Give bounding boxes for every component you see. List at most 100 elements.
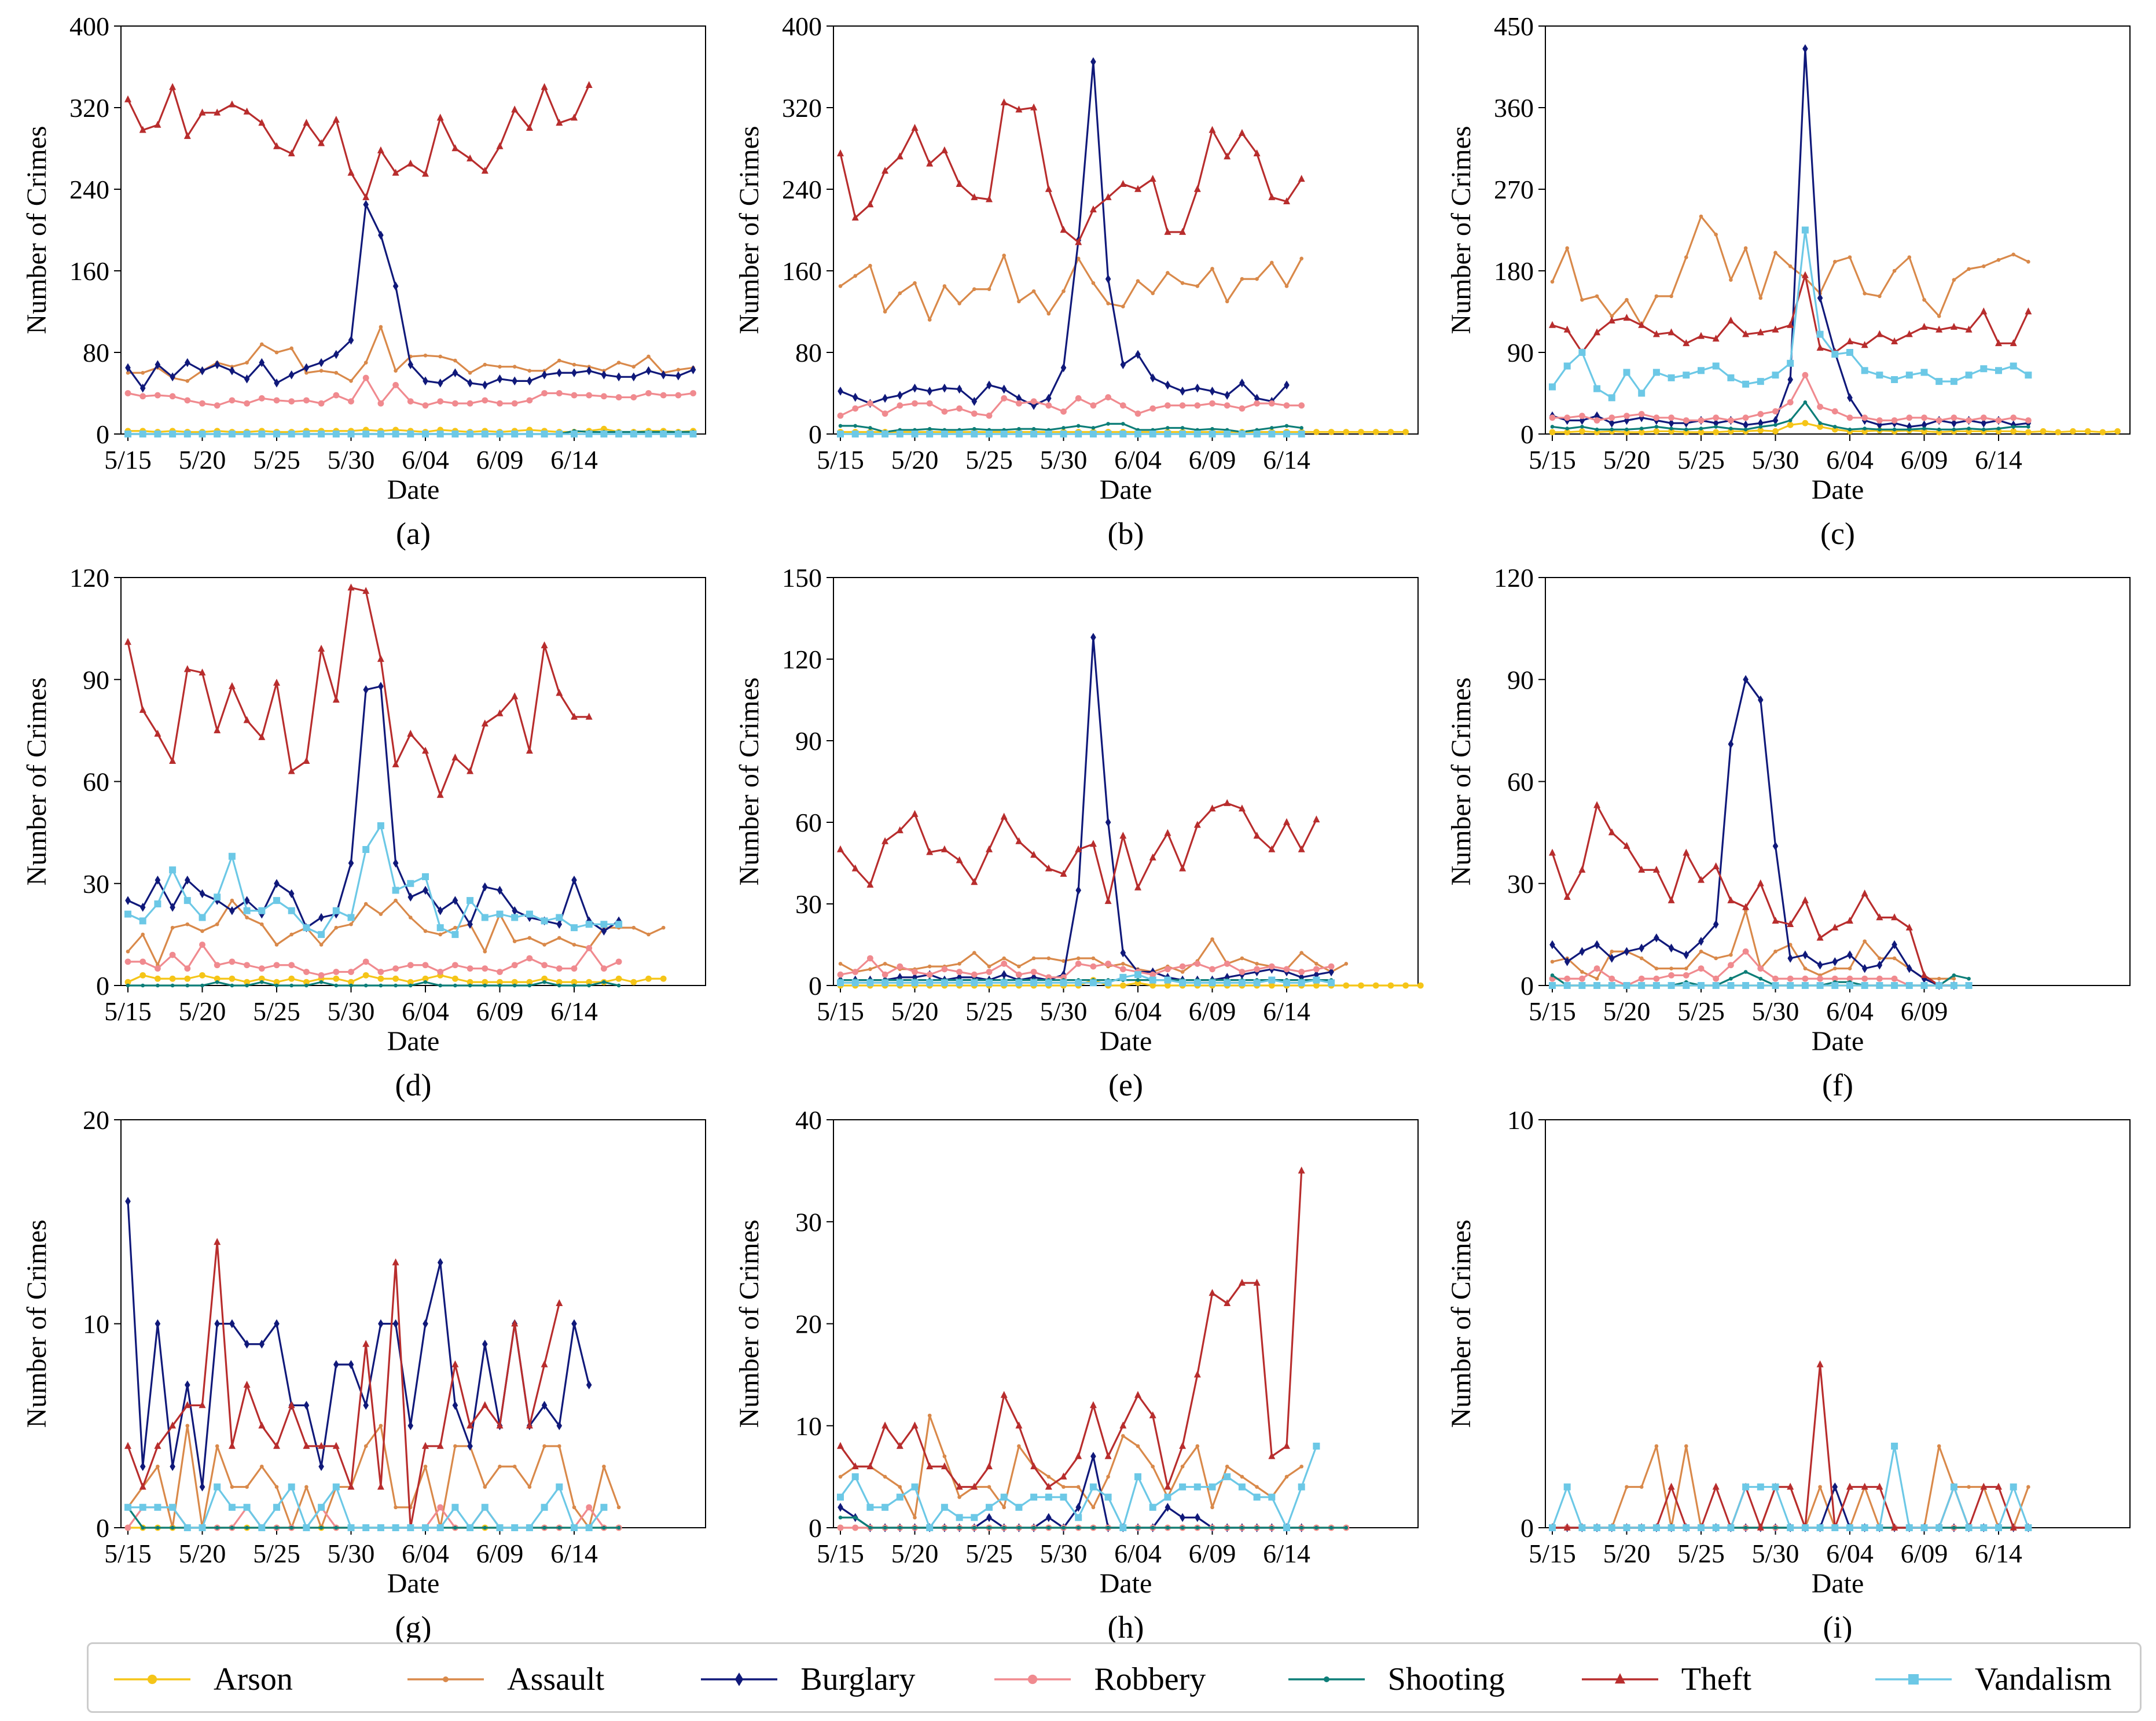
data-point-robbery	[362, 958, 369, 965]
data-point-robbery	[1549, 414, 1556, 421]
data-point-arson	[1802, 420, 1809, 426]
data-point-burglary	[274, 878, 280, 888]
data-point-burglary	[1639, 943, 1644, 953]
data-point-theft	[1179, 227, 1187, 235]
data-point-vandalism	[956, 1514, 963, 1521]
data-point-arson	[1343, 429, 1350, 435]
data-point-theft	[1000, 1391, 1008, 1398]
data-point-theft	[392, 1258, 399, 1266]
data-point-theft	[243, 716, 251, 723]
data-point-vandalism	[1030, 431, 1038, 437]
data-point-vandalism	[1876, 372, 1883, 379]
data-point-arson	[1564, 429, 1571, 436]
data-point-vandalism	[851, 1473, 859, 1480]
data-point-burglary	[318, 1462, 324, 1472]
data-point-burglary	[1195, 383, 1200, 393]
data-point-vandalism	[436, 924, 444, 932]
x-tick-label: 5/15	[817, 1539, 864, 1568]
data-point-burglary	[1579, 947, 1585, 957]
data-point-vandalism	[1965, 1524, 1973, 1531]
data-point-arson	[452, 975, 458, 982]
data-point-vandalism	[392, 887, 399, 894]
data-point-arson	[169, 975, 176, 982]
data-point-robbery	[1090, 963, 1097, 970]
data-point-theft	[1861, 889, 1868, 897]
data-point-assault	[1270, 260, 1274, 265]
data-point-vandalism	[303, 924, 310, 932]
data-point-shooting	[542, 980, 546, 984]
data-point-robbery	[556, 965, 563, 972]
data-point-burglary	[467, 920, 473, 929]
series-line-theft	[127, 587, 589, 796]
data-point-assault	[647, 932, 651, 937]
data-point-arson	[2099, 429, 2106, 436]
series-shooting	[126, 980, 621, 988]
data-point-shooting	[616, 1525, 621, 1530]
data-point-vandalism	[1179, 979, 1187, 987]
data-point-vandalism	[1950, 982, 1957, 989]
series-line-theft	[1552, 274, 2029, 354]
data-point-robbery	[1713, 975, 1720, 982]
y-tick-label: 120	[69, 563, 109, 593]
data-point-vandalism	[1891, 1443, 1898, 1450]
data-point-burglary	[1713, 920, 1719, 929]
data-point-assault	[379, 912, 383, 916]
data-point-theft	[154, 120, 161, 128]
data-point-arson	[2055, 429, 2062, 436]
data-point-vandalism	[926, 431, 934, 437]
data-point-burglary	[1668, 418, 1674, 428]
data-point-shooting	[1166, 1525, 1170, 1530]
y-axis-label: Number of Crimes	[734, 126, 765, 334]
data-point-shooting	[1002, 1525, 1006, 1530]
data-point-vandalism	[1015, 431, 1023, 437]
data-point-vandalism	[1638, 1524, 1646, 1531]
data-point-vandalism	[541, 917, 548, 925]
data-point-theft	[228, 1441, 236, 1449]
data-point-robbery	[1016, 400, 1022, 407]
data-point-vandalism	[630, 431, 637, 437]
series-robbery	[837, 955, 1335, 981]
data-point-assault	[913, 1516, 917, 1520]
data-point-assault	[1595, 294, 1599, 299]
data-point-assault	[527, 936, 532, 940]
data-point-burglary	[1135, 350, 1141, 359]
data-point-vandalism	[1298, 979, 1305, 987]
y-tick-label: 10	[795, 1411, 822, 1441]
data-point-shooting	[1952, 1525, 1956, 1530]
data-point-robbery	[1194, 961, 1201, 967]
data-point-vandalism	[169, 1503, 177, 1511]
data-point-vandalism	[1268, 431, 1276, 437]
data-point-theft	[926, 1462, 934, 1470]
data-point-shooting	[141, 1525, 145, 1530]
data-point-assault	[274, 1485, 279, 1489]
data-point-assault	[927, 318, 932, 322]
data-point-burglary	[1209, 387, 1215, 396]
series-burglary	[838, 632, 1334, 985]
data-point-burglary	[1907, 422, 1912, 432]
y-tick-label: 360	[1494, 93, 1534, 123]
data-point-arson	[1358, 982, 1364, 989]
data-point-vandalism	[1757, 378, 1764, 385]
data-point-robbery	[229, 397, 236, 404]
data-point-vandalism	[243, 907, 251, 914]
data-point-shooting	[542, 1525, 546, 1530]
data-point-shooting	[602, 980, 606, 984]
data-point-burglary	[1876, 960, 1883, 970]
data-point-vandalism	[1772, 982, 1779, 989]
series-line-vandalism	[127, 825, 619, 936]
data-point-vandalism	[1995, 367, 2002, 374]
data-point-vandalism	[645, 431, 652, 437]
data-point-arson	[1313, 982, 1320, 989]
x-tick-label: 6/09	[476, 996, 524, 1026]
data-point-burglary	[1951, 418, 1957, 428]
data-point-theft	[467, 1421, 474, 1429]
data-point-theft	[496, 709, 504, 716]
data-point-vandalism	[1089, 979, 1097, 987]
data-point-robbery	[867, 955, 873, 962]
data-point-shooting	[898, 1525, 902, 1530]
data-point-robbery	[986, 969, 993, 975]
data-point-theft	[1104, 897, 1112, 904]
data-point-theft	[956, 1483, 963, 1490]
data-point-robbery	[169, 951, 176, 958]
data-point-theft	[1905, 330, 1913, 337]
